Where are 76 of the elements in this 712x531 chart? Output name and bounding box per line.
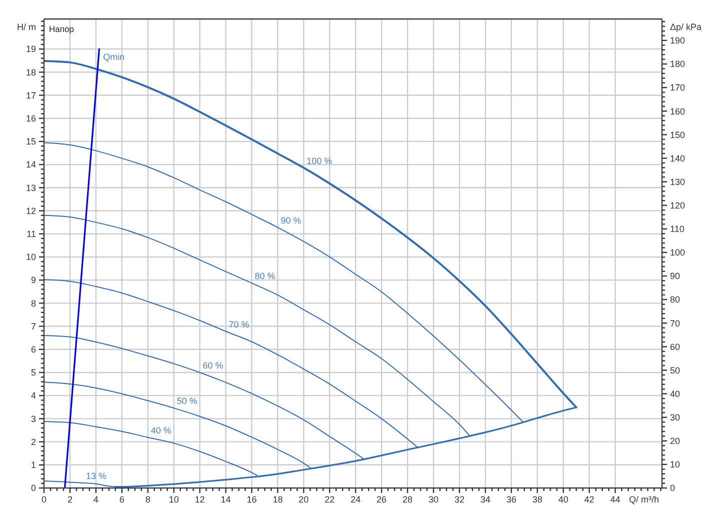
x-tick-label: 12 (194, 494, 205, 504)
y-tick-label: 19 (26, 44, 36, 54)
y-tick-label: 13 (26, 182, 36, 193)
x-tick-label: 8 (145, 494, 150, 504)
y-tick-label: 6 (30, 344, 36, 355)
x-tick-label: 10 (168, 494, 179, 504)
x-tick-label: 0 (41, 494, 47, 504)
x-tick-label: 38 (532, 494, 542, 504)
y-tick-label: 12 (26, 206, 36, 216)
x-tick-label: 26 (376, 494, 387, 504)
series-label: 100 % (306, 156, 332, 166)
x-tick-label: 32 (454, 494, 464, 504)
y2-tick-label: 70 (670, 318, 680, 328)
y2-tick-label: 80 (670, 294, 680, 305)
y2-tick-label: 50 (670, 365, 680, 376)
series-label: 13 % (86, 470, 106, 481)
y2-tick-label: 180 (670, 59, 686, 70)
series-label: 70 % (228, 319, 250, 330)
series-label: Qmin (103, 52, 125, 62)
x-tick-label: 30 (428, 494, 439, 504)
y-tick-label: 18 (26, 67, 36, 78)
y-tick-label: 15 (26, 136, 36, 147)
series-label: 50 % (176, 396, 198, 406)
x-tick-label: 16 (246, 494, 257, 504)
x-tick-label: 4 (93, 494, 98, 504)
y-tick-label: 7 (30, 321, 36, 332)
x-tick-label: 18 (272, 494, 283, 504)
x-tick-label: 34 (480, 494, 490, 504)
y2-tick-label: 0 (670, 483, 676, 494)
y2-tick-label: 40 (670, 388, 680, 399)
y-tick-label: 9 (30, 275, 36, 286)
x-tick-label: 24 (350, 494, 361, 504)
y2-tick-label: 170 (670, 82, 686, 93)
y2-tick-label: 30 (670, 412, 680, 422)
y-tick-label: 2 (30, 436, 36, 447)
y-tick-label: 14 (26, 160, 36, 170)
y-tick-label: 17 (26, 90, 36, 100)
x-tick-label: 22 (324, 494, 335, 504)
y2-axis-title: Δp/ kPa (670, 22, 702, 32)
y-tick-label: 5 (30, 368, 36, 378)
y-tick-label: 3 (30, 414, 36, 424)
x-tick-label: 36 (506, 494, 516, 504)
x-tick-label: 40 (558, 494, 568, 504)
x-tick-label: 2 (67, 494, 72, 504)
y2-tick-label: 90 (670, 271, 680, 282)
x-tick-label: 42 (584, 494, 594, 504)
series-label: 40 % (150, 425, 172, 436)
y-tick-label: 4 (30, 390, 36, 401)
series-label: 60 % (202, 360, 224, 370)
x-tick-label: 28 (402, 494, 413, 504)
y2-tick-label: 160 (670, 106, 686, 116)
y2-tick-label: 100 (670, 248, 686, 258)
y2-tick-label: 10 (670, 460, 680, 470)
y2-tick-label: 190 (670, 36, 686, 46)
y2-tick-label: 120 (670, 200, 686, 210)
y2-tick-label: 150 (670, 130, 686, 140)
y-axis-title: H/ m (17, 22, 36, 32)
y2-tick-label: 60 (670, 342, 680, 352)
y-tick-label: 16 (26, 113, 36, 124)
y2-tick-label: 110 (670, 224, 684, 234)
series-label: 90 % (280, 215, 302, 226)
x-axis-title: Q/ m³/h (628, 494, 659, 504)
y-tick-label: 10 (26, 252, 36, 262)
y-tick-label: 8 (30, 298, 36, 308)
y-tick-label: 0 (30, 483, 36, 494)
x-tick-label: 14 (220, 494, 231, 504)
y2-tick-label: 130 (670, 176, 686, 187)
text: Напор (49, 24, 74, 34)
y-tick-label: 11 (26, 229, 36, 240)
x-tick-label: 44 (610, 494, 620, 504)
y2-tick-label: 20 (670, 436, 680, 446)
x-tick-label: 6 (119, 494, 124, 504)
y2-tick-label: 140 (670, 153, 686, 164)
y-tick-label: 1 (30, 460, 36, 470)
series-label: 80 % (254, 271, 276, 282)
x-tick-label: 20 (298, 494, 309, 504)
